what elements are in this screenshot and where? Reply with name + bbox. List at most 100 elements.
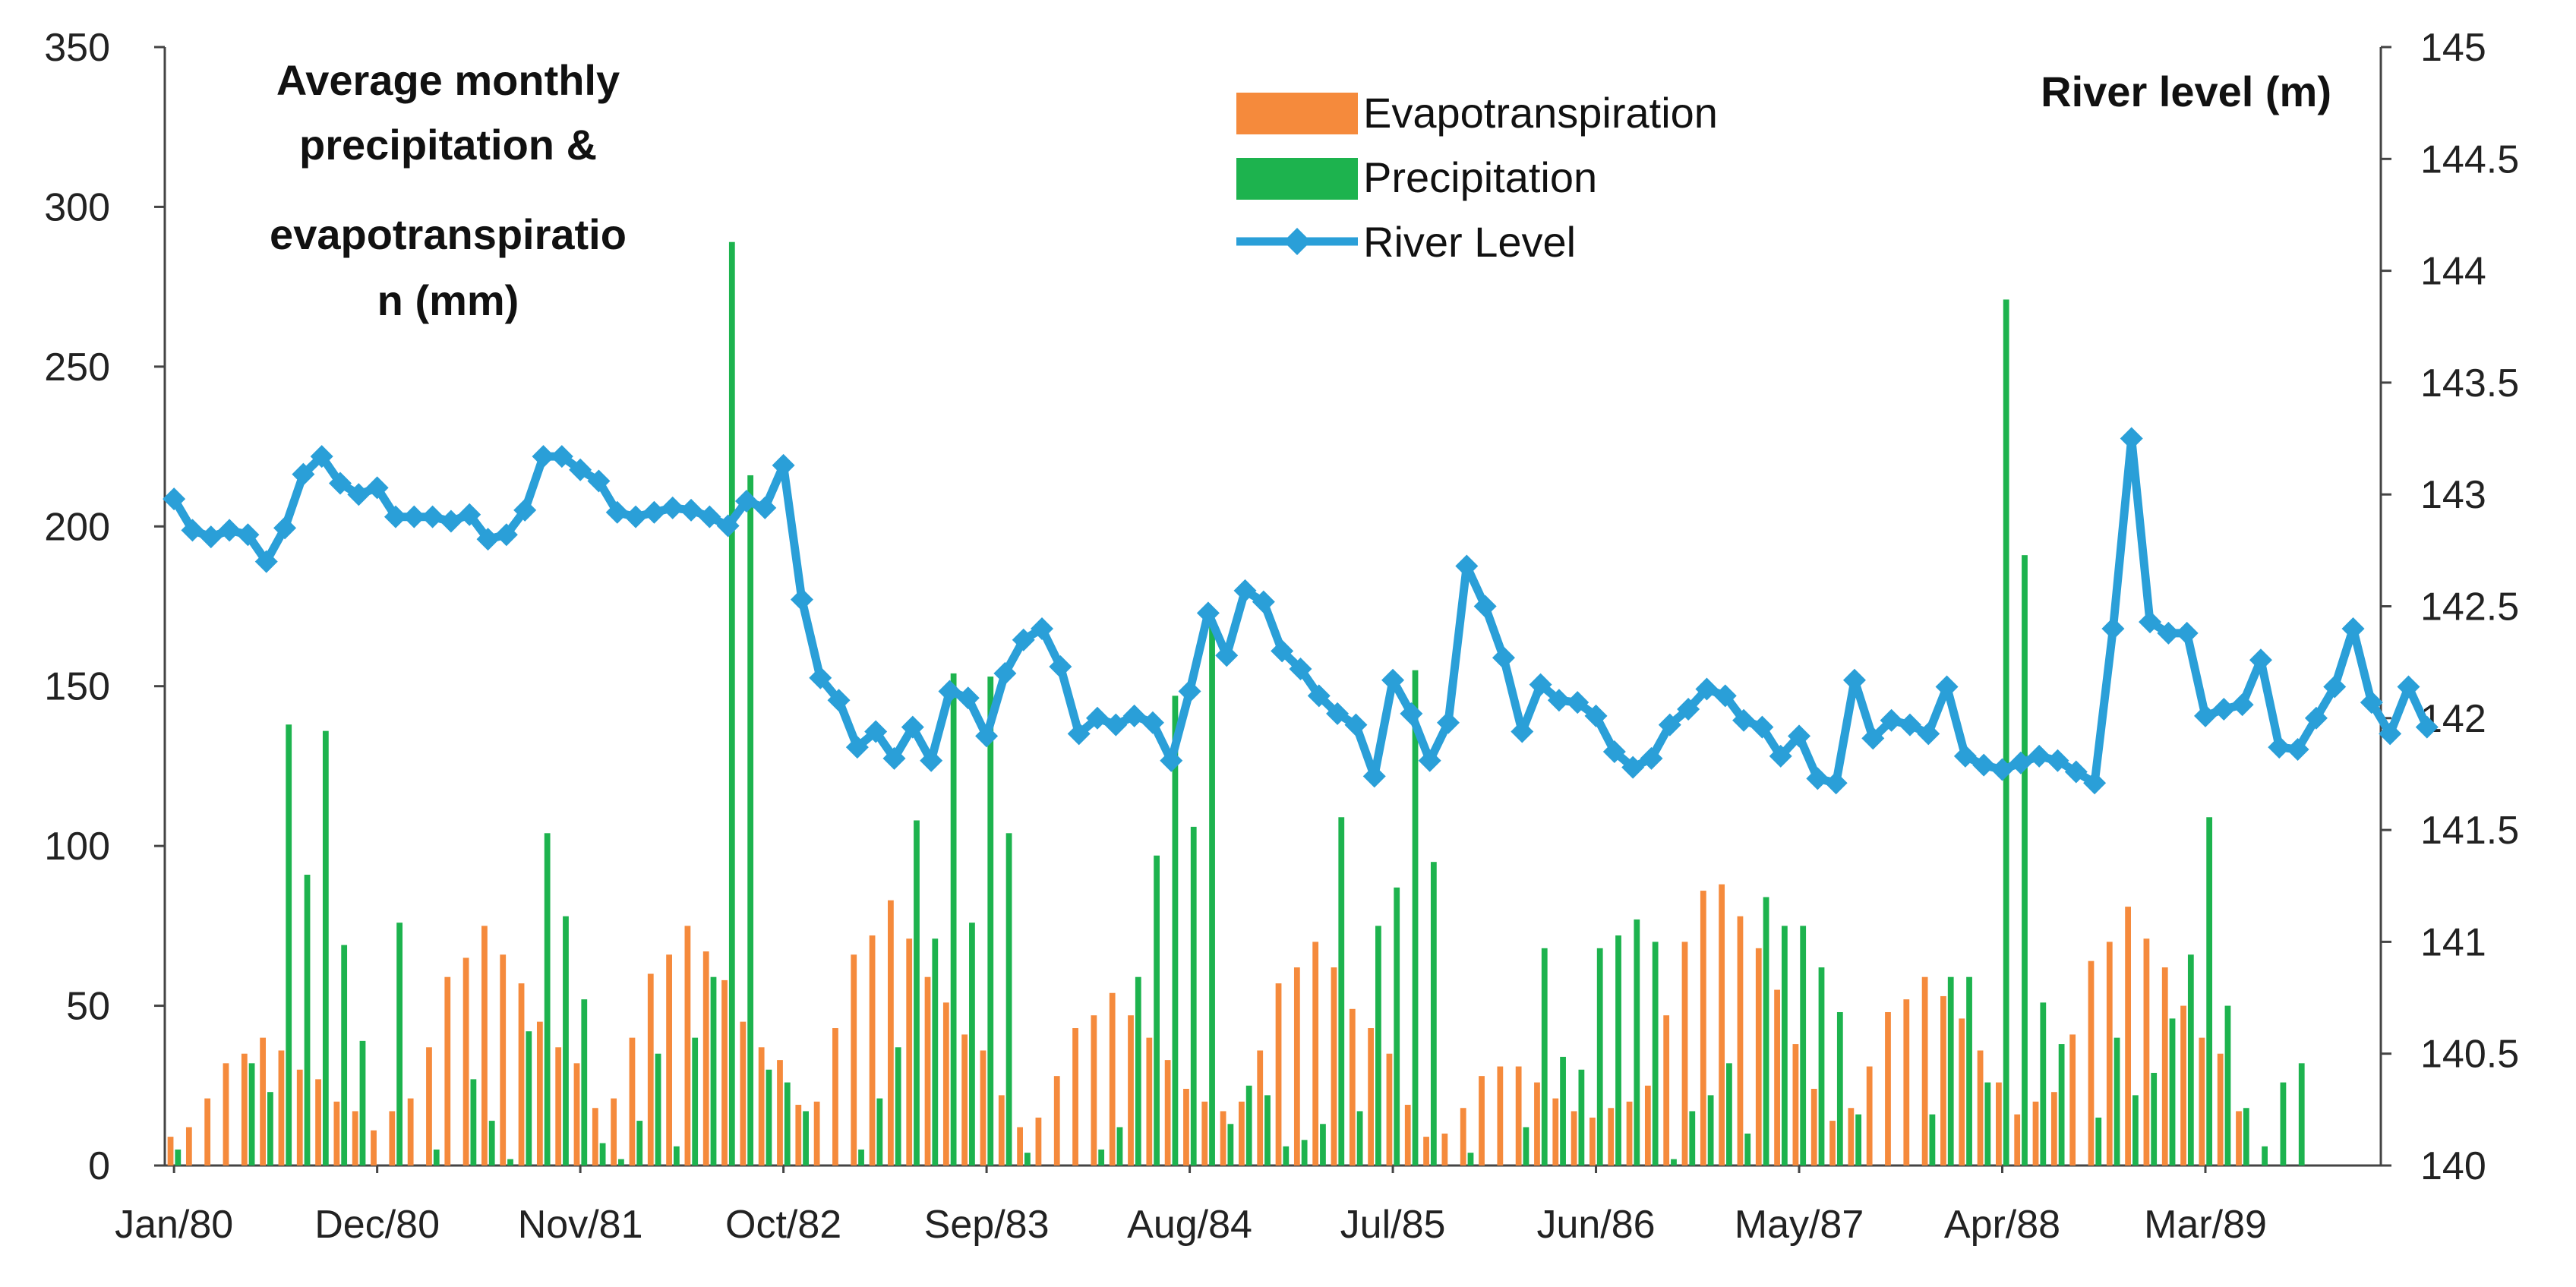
- river-level-point: [1621, 755, 1645, 779]
- precipitation-bar: [710, 976, 717, 1166]
- river-level-point: [1750, 715, 1774, 739]
- river-level-point: [1437, 711, 1460, 734]
- river-level-point: [1584, 704, 1608, 727]
- evapotranspiration-bar: [500, 954, 507, 1166]
- x-tick-label: Oct/82: [725, 1203, 841, 1247]
- evapotranspiration-bar: [536, 1021, 543, 1166]
- evapotranspiration-bar: [185, 1127, 192, 1166]
- river-level-point: [956, 686, 980, 710]
- precipitation-bar: [1375, 926, 1381, 1166]
- evapotranspiration-bar: [666, 954, 672, 1166]
- river-level-point: [2360, 691, 2383, 714]
- river-level-point: [310, 445, 333, 468]
- river-level-point: [1178, 680, 1201, 703]
- evapotranspiration-bar: [1128, 1015, 1134, 1166]
- precipitation-bar: [1394, 887, 1400, 1166]
- river-level-point: [273, 516, 297, 540]
- river-level-point: [809, 666, 832, 689]
- precipitation-bar: [1984, 1082, 1991, 1166]
- right-tick-label: 145: [2420, 26, 2486, 70]
- precipitation-bar: [1929, 1114, 1936, 1166]
- left-tick-label: 0: [88, 1144, 110, 1188]
- precipitation-bar: [1116, 1127, 1123, 1166]
- river-level-point: [882, 746, 906, 770]
- evapotranspiration-bar: [647, 973, 654, 1166]
- evapotranspiration-bar: [1164, 1060, 1171, 1166]
- evapotranspiration-bar: [2014, 1114, 2021, 1166]
- river-level-point: [1362, 765, 1386, 788]
- precipitation-bar: [563, 916, 569, 1166]
- precipitation-bar: [914, 820, 920, 1166]
- river-level-point: [1289, 657, 1312, 680]
- evapotranspiration-bar: [1995, 1082, 2002, 1166]
- evapotranspiration-bar: [1700, 891, 1706, 1166]
- river-level-point: [864, 720, 888, 743]
- evapotranspiration-bar: [887, 900, 894, 1166]
- evapotranspiration-bar: [795, 1105, 802, 1166]
- river-level-point: [1326, 702, 1350, 725]
- right-tick-label: 143: [2420, 473, 2486, 517]
- precipitation-bar: [1320, 1124, 1326, 1166]
- evapotranspiration-bar: [1885, 1011, 1891, 1166]
- river-level-point: [2268, 736, 2291, 759]
- evapotranspiration-bar: [2180, 1005, 2186, 1166]
- river-level-point: [772, 453, 795, 477]
- evapotranspiration-bar: [1053, 1076, 1060, 1166]
- river-level-point: [1547, 689, 1571, 712]
- evapotranspiration-bar: [1940, 995, 1946, 1166]
- right-tick-label: 141.5: [2420, 809, 2519, 853]
- river-level-point: [2397, 675, 2420, 699]
- river-level-point: [605, 500, 629, 524]
- river-level-point: [1141, 711, 1164, 734]
- evapotranspiration-bar: [1460, 1108, 1466, 1166]
- evapotranspiration-bar: [1441, 1133, 1448, 1166]
- river-level-point: [163, 487, 186, 511]
- river-level-point: [2212, 698, 2236, 721]
- precipitation-bar: [673, 1146, 680, 1166]
- river-level-point: [1935, 675, 1959, 699]
- precipitation-bar: [1227, 1124, 1234, 1166]
- precipitation-bar: [1671, 1159, 1677, 1166]
- river-level-point: [365, 476, 389, 500]
- river-level-point: [734, 490, 758, 513]
- evapotranspiration-bar: [462, 957, 469, 1166]
- evapotranspiration-bar: [1072, 1028, 1078, 1166]
- river-level-point: [1122, 704, 1146, 727]
- left-axis-title-line-3: evapotranspiratio: [270, 210, 627, 258]
- precipitation-bar: [470, 1079, 477, 1166]
- precipitation-bar: [1634, 919, 1640, 1166]
- evapotranspiration-bar: [1386, 1053, 1393, 1166]
- river-level-point: [254, 550, 278, 573]
- precipitation-bar: [1154, 855, 1160, 1166]
- evapotranspiration-bar: [2106, 942, 2113, 1166]
- evapotranspiration-bar: [998, 1095, 1005, 1166]
- evapotranspiration-bar: [1183, 1088, 1189, 1166]
- legend-label-evapotranspiration: Evapotranspiration: [1363, 89, 1718, 137]
- river-level-point: [1049, 655, 1072, 679]
- legend-swatch-evapotranspiration: [1236, 93, 1358, 134]
- precipitation-bar: [2003, 299, 2009, 1166]
- precipitation-bar: [2206, 817, 2213, 1166]
- river-level-point: [1806, 767, 1829, 790]
- evapotranspiration-bar: [223, 1063, 229, 1166]
- evapotranspiration-bar: [1977, 1050, 1984, 1166]
- precipitation-bar: [1467, 1153, 1474, 1166]
- river-level-point: [2230, 693, 2254, 717]
- river-level-point: [827, 689, 851, 712]
- evapotranspiration-bar: [315, 1079, 321, 1166]
- evapotranspiration-bar: [1220, 1111, 1226, 1166]
- evapotranspiration-bar: [1681, 942, 1688, 1166]
- precipitation-bar: [1781, 926, 1788, 1166]
- legend-label-precipitation: Precipitation: [1363, 153, 1597, 201]
- evapotranspiration-bar: [980, 1050, 987, 1166]
- evapotranspiration-bar: [2069, 1034, 2076, 1166]
- precipitation-bar: [766, 1069, 772, 1166]
- evapotranspiration-bar: [2088, 961, 2095, 1166]
- river-level-point: [2009, 751, 2032, 774]
- evapotranspiration-bar: [702, 951, 709, 1166]
- left-axis-title-line-1: Average monthly: [276, 56, 620, 104]
- precipitation-bar: [1800, 926, 1807, 1166]
- right-tick-label: 143.5: [2420, 361, 2519, 405]
- precipitation-bar: [1135, 976, 1141, 1166]
- river-level-point: [218, 519, 242, 542]
